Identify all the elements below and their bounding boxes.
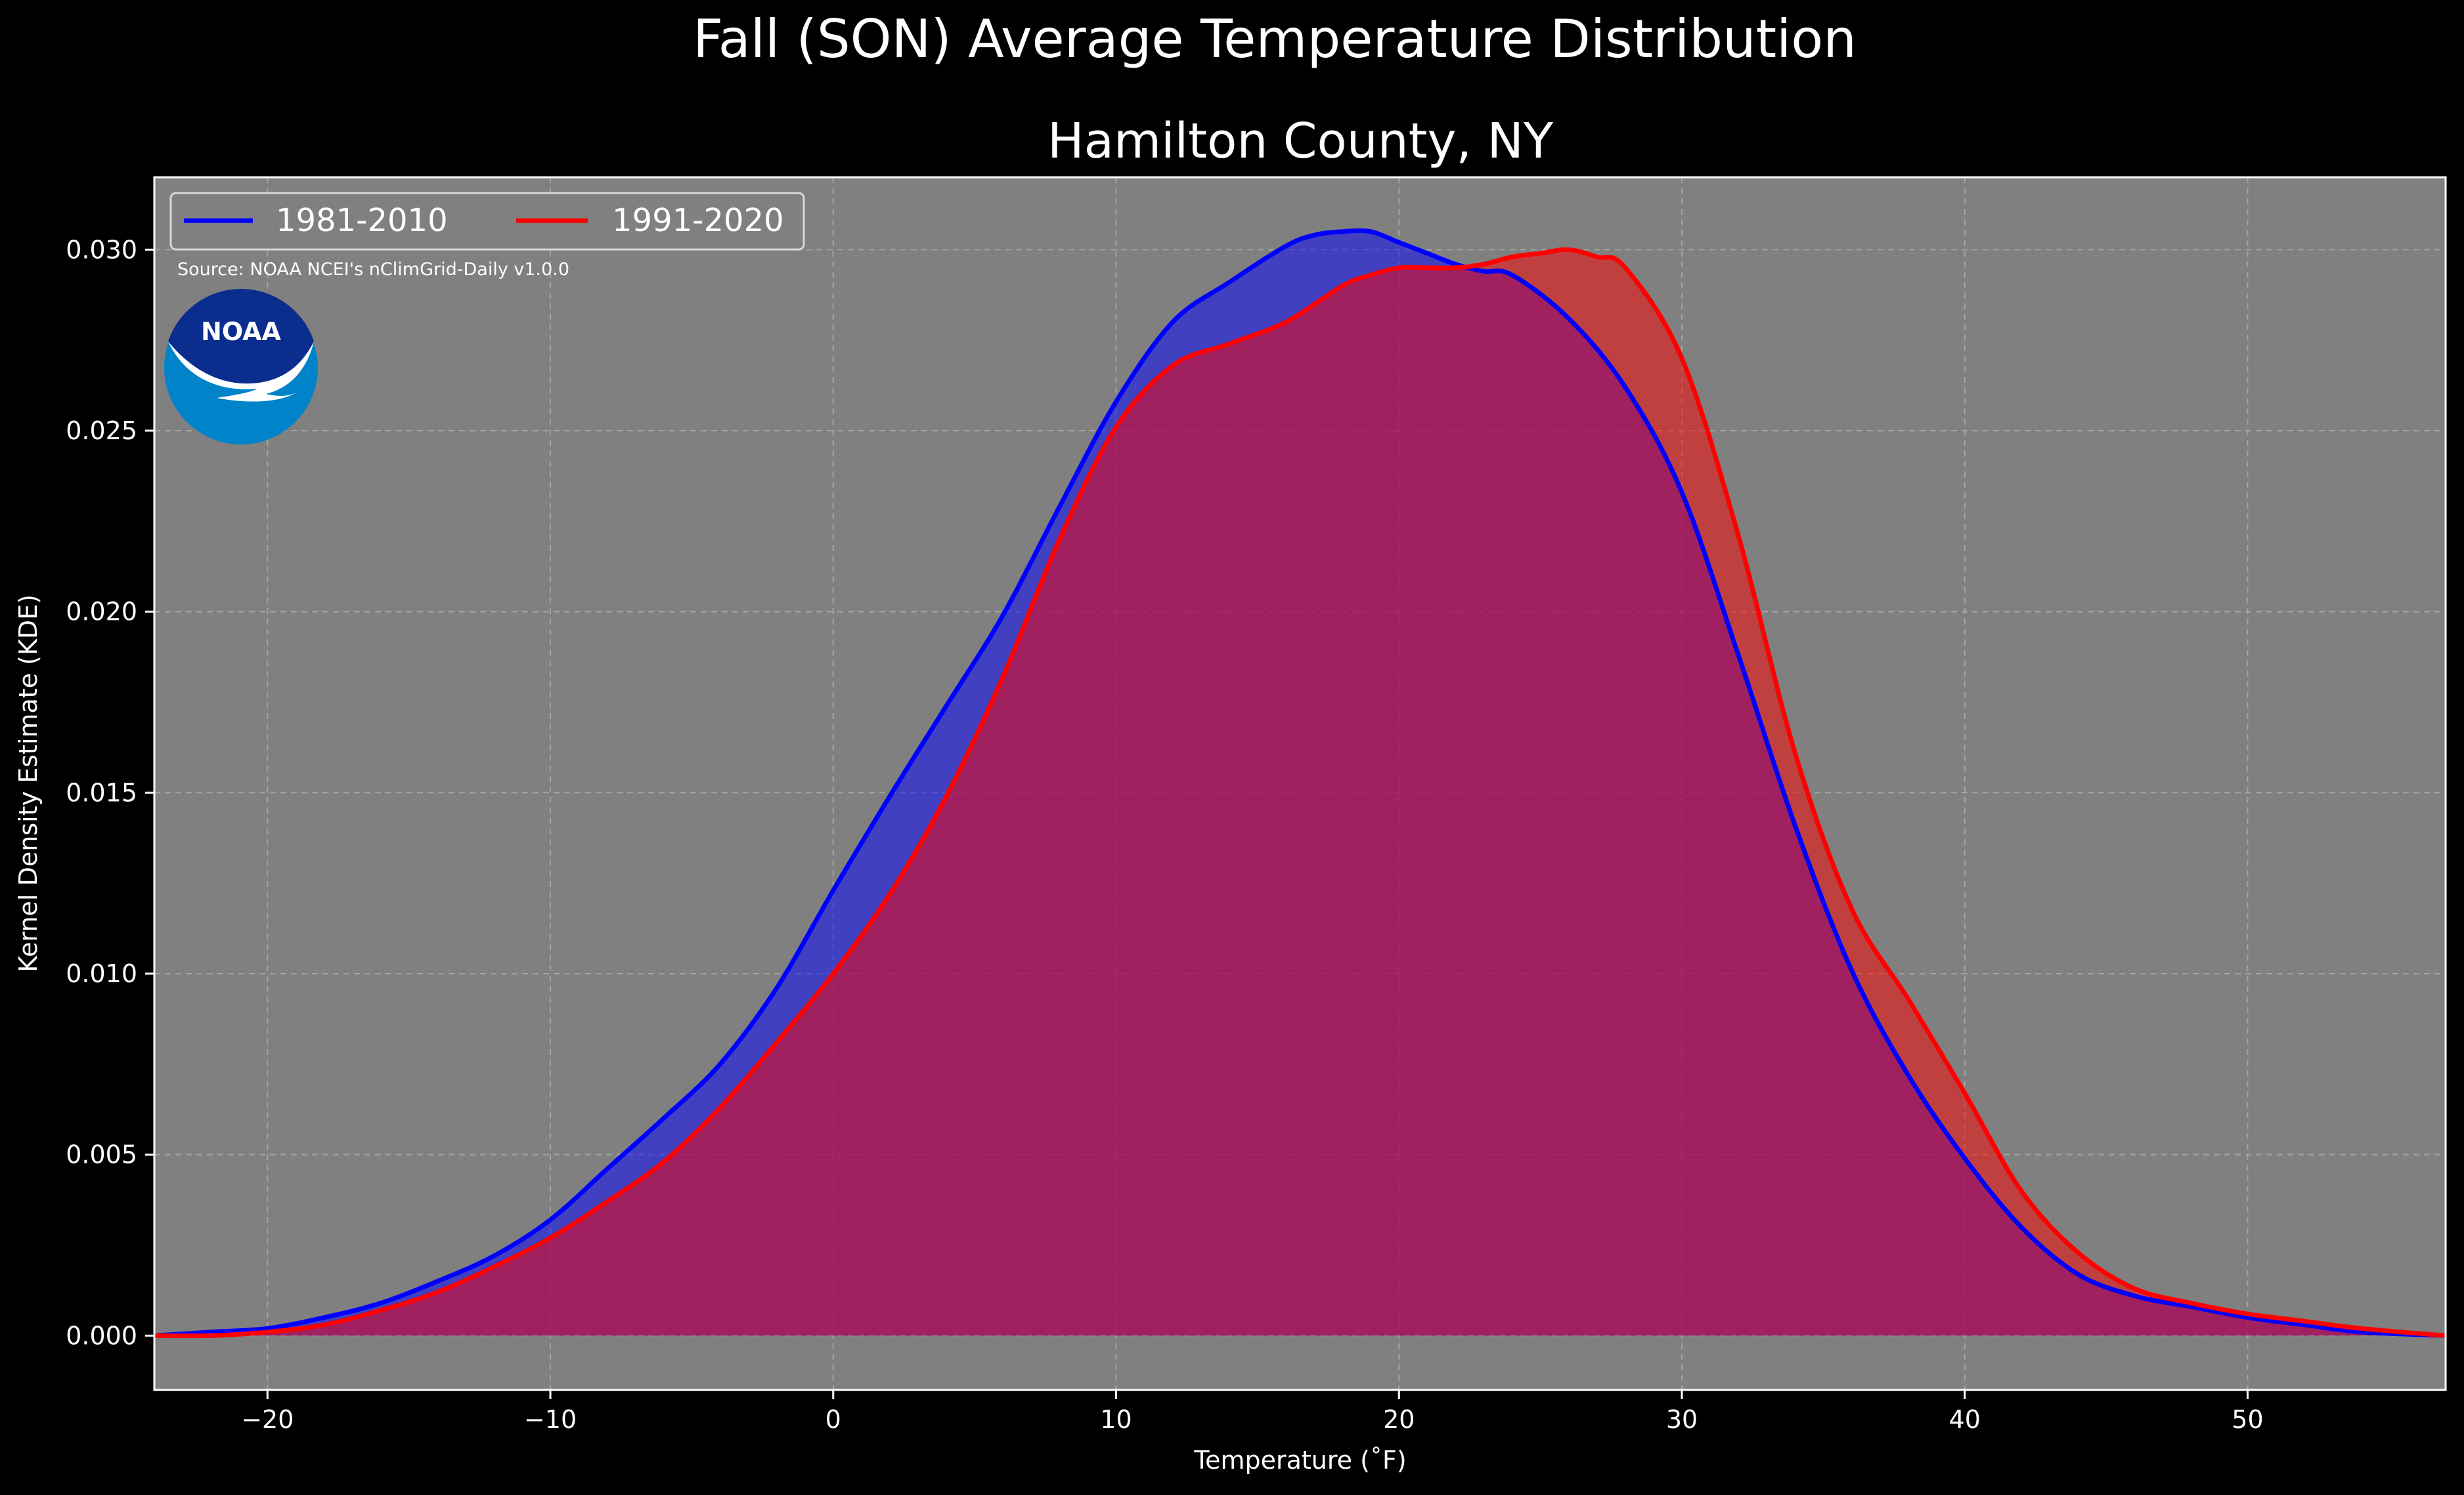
x-tick-label: 20 [1383, 1405, 1415, 1434]
y-tick-label: 0.000 [66, 1321, 137, 1350]
x-tick-label: 50 [2232, 1405, 2263, 1434]
legend: 1981-2010 1991-2020 [169, 192, 805, 251]
chart-title: Fall (SON) Average Temperature Distribut… [693, 9, 1857, 70]
noaa-logo-text: NOAA [201, 317, 281, 346]
x-axis-label: Temperature (˚F) [1193, 1446, 1406, 1475]
y-tick-label: 0.025 [66, 416, 137, 445]
series-line-1991-2020 [154, 247, 2446, 1339]
x-tick-label: 0 [825, 1405, 841, 1434]
y-tick-label: 0.030 [66, 235, 137, 264]
y-axis-ticks: 0.000 0.005 0.010 0.015 0.020 0.025 0.030 [66, 235, 154, 1350]
chart-subtitle: Hamilton County, NY [1047, 113, 1554, 169]
x-tick-label: 30 [1666, 1405, 1698, 1434]
y-tick-label: 0.010 [66, 959, 137, 988]
source-note: Source: NOAA NCEI's nClimGrid-Daily v1.0… [177, 259, 569, 280]
y-tick-label: 0.005 [66, 1140, 137, 1169]
y-tick-label: 0.020 [66, 597, 137, 626]
x-tick-label: 10 [1100, 1405, 1132, 1434]
y-axis-label: Kernel Density Estimate (KDE) [14, 594, 43, 972]
series-lines [154, 228, 2446, 1339]
x-tick-label: −10 [524, 1405, 577, 1434]
legend-label-1991-2020: 1991-2020 [612, 202, 784, 239]
legend-label-1981-2010: 1981-2010 [276, 202, 448, 239]
legend-box [169, 192, 805, 251]
y-tick-label: 0.015 [66, 778, 137, 807]
series-area-1991-2020 [154, 249, 2446, 1336]
x-axis-ticks: −20 −10 0 10 20 30 40 50 [241, 1390, 2264, 1434]
x-tick-label: 40 [1949, 1405, 1981, 1434]
noaa-logo-icon: NOAA [164, 288, 318, 444]
x-tick-label: −20 [241, 1405, 294, 1434]
series-line-1981-2010 [154, 228, 2446, 1338]
plot-frame [153, 176, 2447, 1391]
